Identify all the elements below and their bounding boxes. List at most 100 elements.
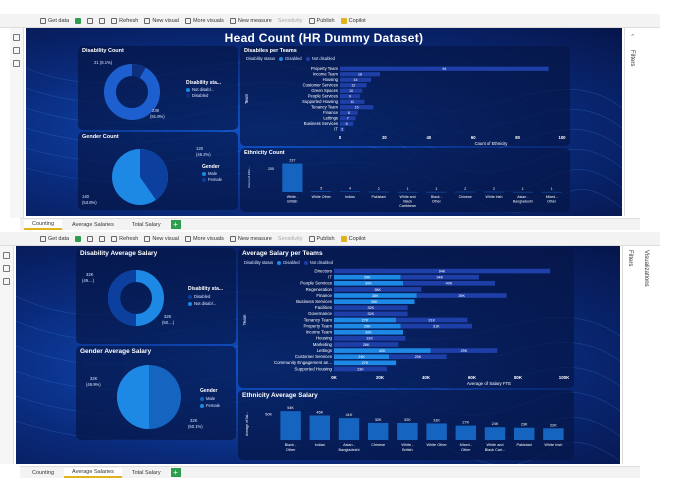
ethnicity-count-chart[interactable]: 237 White -British 5 White Other 4 Indian 2 Pak… [240,148,570,212]
gender-salary-panel[interactable]: Gender Average Salary 32K (49.9%) 32K (5… [76,346,236,440]
add-page-button[interactable]: + [170,468,181,477]
bar[interactable] [340,94,360,99]
pie-slice-female[interactable] [117,365,149,429]
bar[interactable] [340,105,374,110]
publish-button[interactable]: Publish [308,17,335,24]
bar[interactable] [512,191,533,193]
legend-male[interactable]: Male [202,171,217,176]
bar[interactable] [541,191,562,193]
bar[interactable] [455,191,476,193]
tab-counting[interactable]: Counting [24,219,63,230]
disability-salary-donut[interactable] [104,266,168,330]
report-view-icon[interactable] [13,34,20,41]
legend-female[interactable]: Female [200,403,220,408]
legend-male[interactable]: Male [200,396,215,401]
donut-slice-disabled[interactable] [104,64,160,120]
bar[interactable] [334,305,408,311]
bar[interactable] [340,77,372,82]
bar[interactable] [426,191,447,193]
bar[interactable] [334,323,401,329]
model-view-icon[interactable] [13,60,20,67]
bar[interactable] [340,72,380,77]
excel-icon[interactable] [75,17,82,24]
bar[interactable] [400,323,472,329]
bar[interactable] [340,127,345,132]
collapse-pane-icon[interactable]: ‹ [629,34,635,36]
tab-average-salaries[interactable]: Average Salaries [72,221,114,228]
tab-total-salary[interactable]: Total Salary [131,469,161,476]
donut-slice-disabled[interactable] [108,270,137,326]
bar[interactable] [334,360,397,366]
copilot-button[interactable]: Copilot [340,17,366,24]
bar[interactable] [334,317,397,323]
bar[interactable] [334,354,390,360]
get-data-button[interactable]: Get data [40,17,69,24]
onelake-icon[interactable] [87,235,94,242]
new-measure-button[interactable]: New measure [229,235,272,242]
bar[interactable] [338,418,360,440]
bar[interactable] [334,366,387,372]
bar[interactable] [334,348,431,353]
sensitivity-button[interactable]: Sensitivity [277,235,303,242]
add-page-button[interactable]: + [170,220,181,229]
legend-not-disabled[interactable]: Not disabl... [188,301,216,306]
ethnicity-count-panel[interactable]: Ethnicity Count 237 White - British 5 White … [240,148,570,212]
bar[interactable] [368,191,389,193]
more-visuals-button[interactable]: More visuals [184,235,224,242]
more-visuals-button[interactable]: More visuals [184,17,224,24]
donut-slice-not-disabled[interactable] [104,64,160,120]
bar[interactable] [340,116,356,121]
bar[interactable] [311,191,332,192]
sql-icon[interactable] [99,17,106,24]
visualizations-label[interactable]: Visualizations [643,250,649,287]
refresh-button[interactable]: Refresh [111,235,138,242]
bar[interactable] [340,121,354,126]
bottom-filters-label[interactable]: Filters [627,250,633,267]
bar[interactable] [280,411,301,440]
excel-icon[interactable] [75,235,82,242]
table-view-icon[interactable] [13,47,20,54]
bar[interactable] [340,66,549,71]
bar[interactable] [389,354,447,360]
tab-counting[interactable]: Counting [32,469,55,476]
salary-per-teams-panel[interactable]: Average Salary per Teams Disability stat… [238,248,574,388]
legend-disabled[interactable]: Disabled [188,294,210,299]
disabilities-bar-chart[interactable]: Property Team 94 Income Team 18 Housing 14 Cus… [240,46,570,146]
bar[interactable] [334,336,406,341]
legend-disabled[interactable]: Disabled [186,93,208,98]
bar[interactable] [334,274,401,280]
bar[interactable] [340,99,365,104]
new-measure-button[interactable]: New measure [229,17,272,24]
onelake-icon[interactable] [87,17,94,24]
bar[interactable] [397,422,418,440]
tab-average-salaries[interactable]: Average Salaries [64,467,122,478]
table-view-icon[interactable] [3,265,10,272]
gender-salary-pie[interactable] [114,362,184,432]
ethnicity-salary-panel[interactable]: Ethnicity Average Salary 54K Black - Other… [238,390,574,460]
tab-total-salary[interactable]: Total Salary [131,221,161,228]
new-visual-button[interactable]: New visual [144,17,179,24]
pie-slice-female[interactable] [140,148,169,200]
bar[interactable] [340,83,367,88]
sensitivity-button[interactable]: Sensitivity [277,17,303,24]
legend-female[interactable]: Female [202,177,222,182]
bar[interactable] [334,280,403,286]
bar[interactable] [282,163,303,192]
bar[interactable] [309,415,331,440]
bar[interactable] [334,342,399,347]
get-data-button[interactable]: Get data [40,235,69,242]
bar[interactable] [396,317,468,323]
bar[interactable] [484,427,506,440]
top-filters-label[interactable]: Filters [629,50,635,67]
disability-salary-panel[interactable]: Disability Average Salary 32K (49....) 3… [76,248,236,344]
bar[interactable] [340,110,358,115]
salary-per-teams-chart[interactable]: Directors 94K IT 29K 34K People Services 30K 40… [238,248,574,388]
model-view-icon[interactable] [3,278,10,285]
bar[interactable] [426,423,447,440]
bar[interactable] [334,287,422,292]
sql-icon[interactable] [99,235,106,242]
bar[interactable] [543,428,564,440]
disability-count-panel[interactable]: Disability Count 21 (8.1%) 239 (91.9%) D… [78,46,238,130]
disability-donut[interactable] [100,60,164,124]
